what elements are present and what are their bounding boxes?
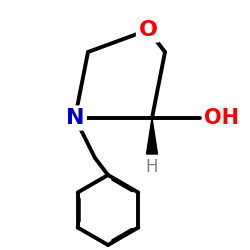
Text: OH: OH [204, 108, 239, 128]
Text: O: O [138, 20, 158, 40]
Polygon shape [146, 118, 158, 154]
Text: N: N [66, 108, 84, 128]
Text: H: H [146, 158, 158, 176]
